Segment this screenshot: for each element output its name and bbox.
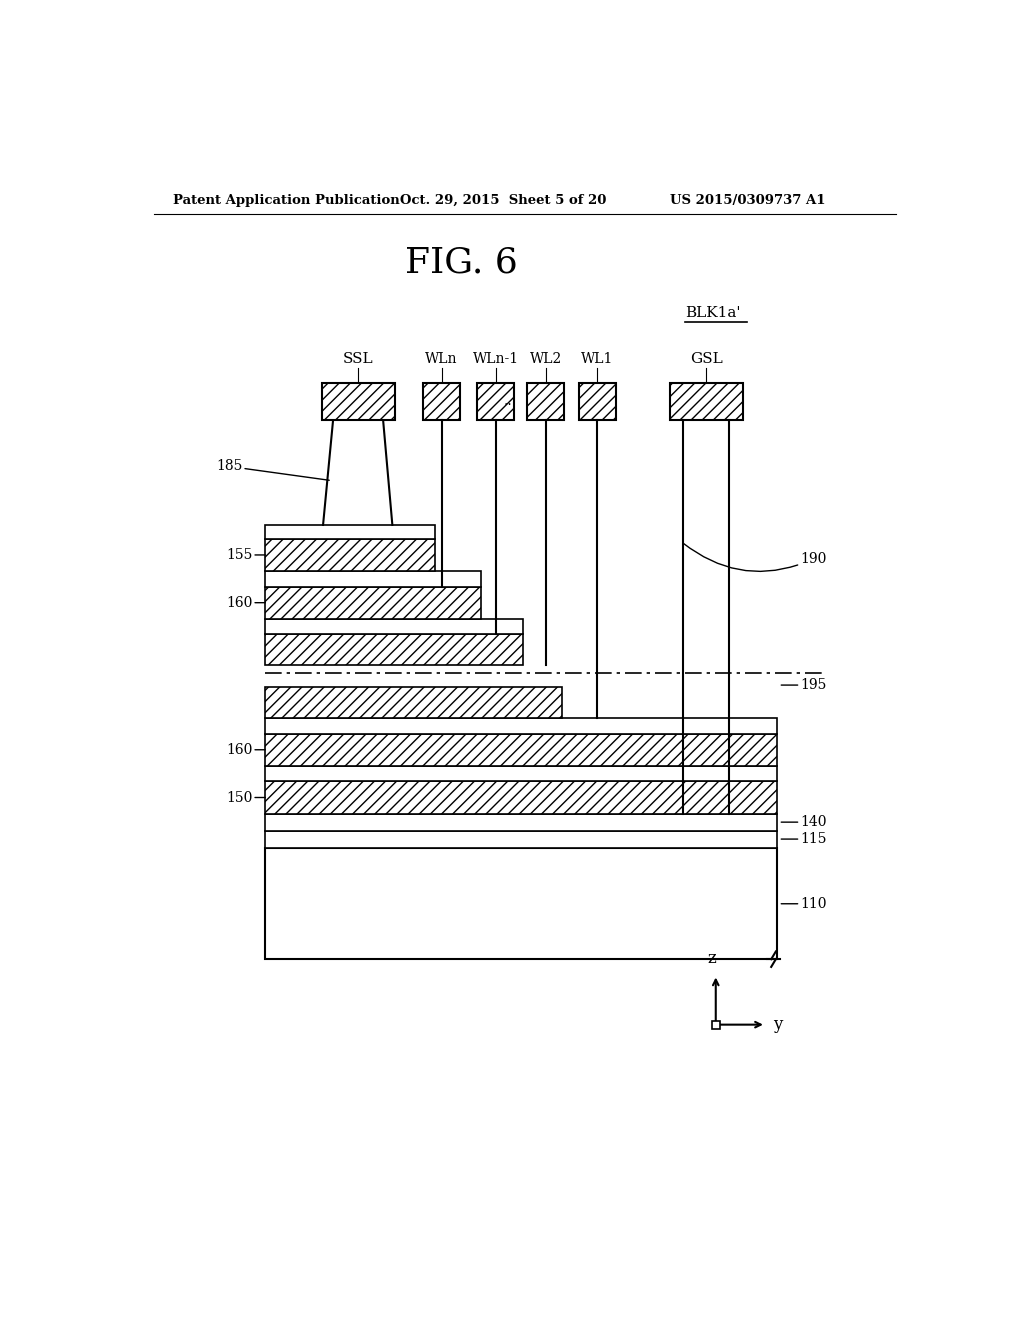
Text: 195: 195 (781, 678, 826, 692)
Bar (265, 572, 481, 586)
Text: US 2015/0309737 A1: US 2015/0309737 A1 (670, 194, 825, 207)
Text: 110: 110 (781, 896, 827, 911)
Text: GSL: GSL (690, 351, 723, 366)
Text: BLK1a': BLK1a' (685, 306, 740, 321)
Bar (423, 383, 460, 420)
Text: ...: ... (504, 393, 517, 408)
Bar (265, 847, 777, 960)
Text: Oct. 29, 2015  Sheet 5 of 20: Oct. 29, 2015 Sheet 5 of 20 (400, 194, 606, 207)
Bar (265, 586, 481, 619)
Text: 140: 140 (781, 816, 827, 829)
Bar (670, 383, 742, 420)
Bar (322, 383, 394, 420)
Bar (265, 830, 777, 847)
Bar (265, 718, 777, 734)
Text: WLn: WLn (425, 351, 458, 366)
Text: FIG. 6: FIG. 6 (406, 246, 518, 280)
Text: 160: 160 (226, 595, 265, 610)
Text: 150: 150 (226, 791, 265, 804)
Bar (265, 766, 777, 781)
Text: 115: 115 (781, 832, 827, 846)
Text: y: y (773, 1016, 783, 1034)
Bar (265, 734, 777, 766)
Text: 155: 155 (226, 548, 265, 562)
Bar (712, 1020, 720, 1028)
Bar (265, 539, 435, 572)
Bar (265, 688, 562, 718)
Text: z: z (708, 950, 716, 966)
Text: Patent Application Publication: Patent Application Publication (173, 194, 399, 207)
Text: 160: 160 (226, 743, 265, 756)
Bar (527, 383, 564, 420)
Bar (579, 383, 615, 420)
Bar (265, 781, 777, 813)
Text: 190: 190 (683, 544, 826, 572)
Text: WL2: WL2 (529, 351, 562, 366)
Bar (265, 619, 523, 635)
Bar (265, 525, 435, 539)
Bar (477, 383, 514, 420)
Text: SSL: SSL (343, 351, 374, 366)
Text: WLn-1: WLn-1 (472, 351, 518, 366)
Text: WL1: WL1 (581, 351, 613, 366)
Bar (265, 813, 777, 830)
Bar (265, 635, 523, 665)
Text: 185: 185 (216, 459, 330, 480)
